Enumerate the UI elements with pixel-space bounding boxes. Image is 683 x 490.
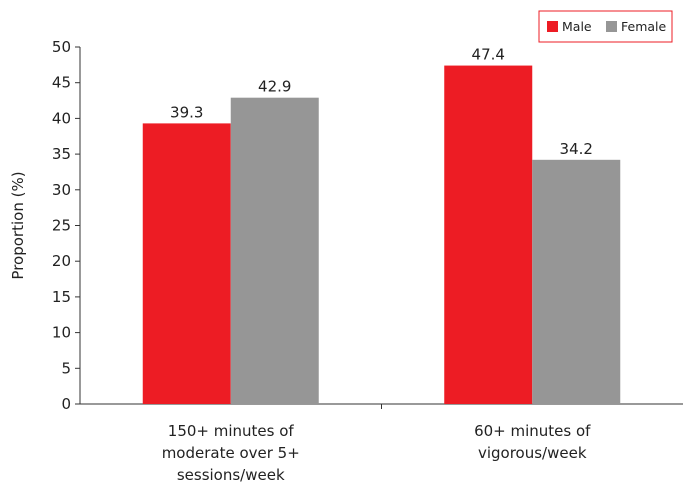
bar-female bbox=[230, 97, 319, 404]
y-tick-label: 0 bbox=[61, 395, 71, 413]
bar-female bbox=[532, 159, 621, 404]
data-label: 42.9 bbox=[258, 78, 291, 96]
y-axis-label: Proportion (%) bbox=[9, 171, 27, 279]
y-tick-label: 5 bbox=[61, 359, 71, 377]
x-category-label: moderate over 5+ bbox=[162, 444, 300, 462]
legend-label-female: Female bbox=[621, 19, 667, 34]
y-tick-label: 25 bbox=[52, 217, 71, 235]
y-tick-label: 20 bbox=[52, 252, 71, 270]
data-label: 39.3 bbox=[170, 103, 203, 121]
x-category-label: vigorous/week bbox=[478, 444, 587, 462]
bar-male bbox=[142, 123, 231, 404]
data-label: 34.2 bbox=[560, 140, 593, 158]
y-tick-label: 15 bbox=[52, 288, 71, 306]
x-category-label: 150+ minutes of bbox=[168, 422, 295, 440]
legend: Male Female bbox=[538, 10, 673, 43]
y-tick-label: 30 bbox=[52, 181, 71, 199]
legend-box bbox=[538, 10, 673, 43]
y-tick-label: 40 bbox=[52, 109, 71, 127]
data-labels: 39.3 42.9 47.4 34.2 bbox=[170, 46, 593, 158]
bars bbox=[142, 65, 621, 405]
y-tick-label: 50 bbox=[52, 38, 71, 56]
legend-label-male: Male bbox=[562, 19, 592, 34]
x-axis: 150+ minutes of moderate over 5+ sessions/… bbox=[80, 403, 683, 484]
bar-male bbox=[444, 65, 533, 405]
legend-swatch-female bbox=[606, 21, 617, 32]
legend-swatch-male bbox=[547, 21, 558, 32]
x-category-label: 60+ minutes of bbox=[474, 422, 591, 440]
y-tick-label: 10 bbox=[52, 324, 71, 342]
data-label: 47.4 bbox=[472, 46, 505, 64]
y-tick-label: 35 bbox=[52, 145, 71, 163]
y-tick-label: 45 bbox=[52, 74, 71, 92]
y-axis: 0 5 10 15 20 25 30 35 40 45 50 bbox=[52, 38, 81, 413]
x-category-label: sessions/week bbox=[177, 466, 285, 484]
